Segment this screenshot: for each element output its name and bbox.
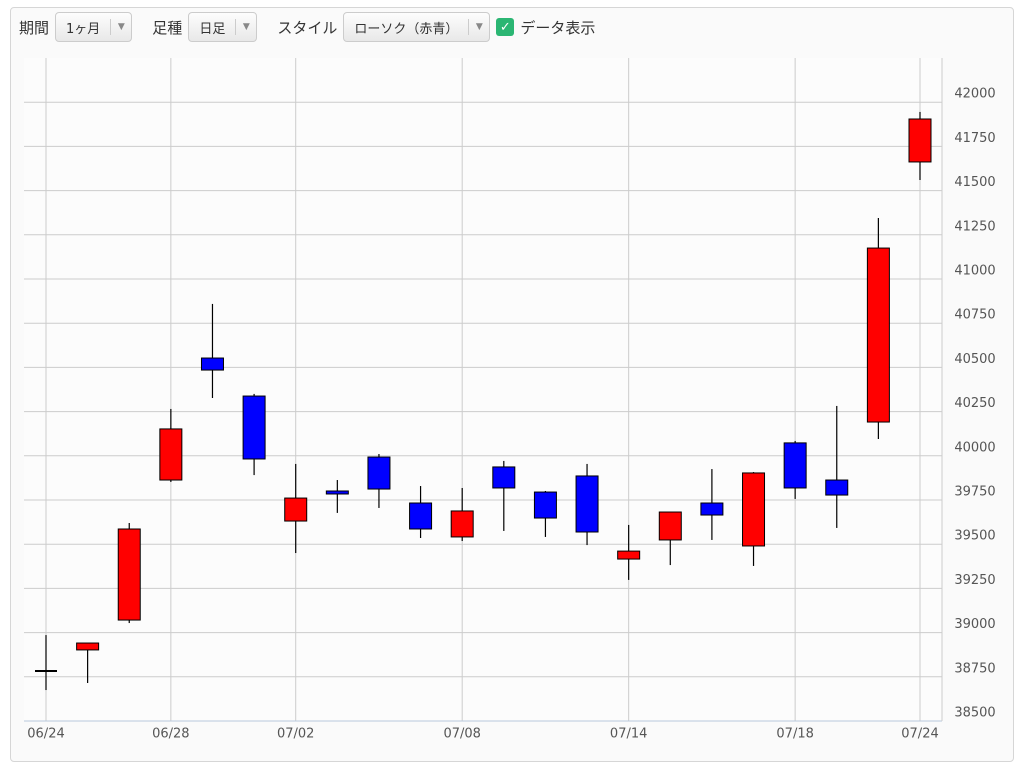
data-toggle-label: データ表示 [520, 18, 596, 37]
y-tick-label: 40500 [954, 352, 995, 367]
candle-body [409, 502, 433, 530]
style-label: スタイル [277, 18, 338, 37]
y-tick-label: 40750 [954, 308, 995, 323]
candle-body [825, 479, 849, 496]
toolbar: 期間 1ヶ月 ▼ 足種 日足 ▼ スタイル ローソク（赤青） ▼ ✓ データ表示 [11, 8, 1013, 46]
candle-body [325, 490, 349, 495]
candle-body [700, 502, 724, 516]
period-select[interactable]: 1ヶ月 ▼ [55, 12, 133, 42]
bar-label: 足種 [152, 18, 183, 37]
candle-body [908, 118, 932, 163]
style-value: ローソク（赤青） [354, 21, 459, 37]
x-tick-label: 07/18 [776, 727, 813, 742]
candle-body [159, 428, 183, 481]
candle-body [492, 466, 516, 489]
y-tick-label: 41750 [954, 131, 995, 146]
y-tick-label: 39250 [954, 573, 995, 588]
candle-body [117, 528, 141, 621]
y-tick-label: 42000 [954, 87, 995, 102]
x-tick-label: 07/08 [443, 727, 480, 742]
candle-body [450, 510, 474, 538]
candle-body [284, 497, 308, 522]
x-tick-label: 07/02 [277, 727, 314, 742]
plot-area [24, 58, 942, 721]
bar-select[interactable]: 日足 ▼ [188, 12, 258, 42]
y-tick-label: 38500 [954, 706, 995, 721]
candle-body [575, 475, 599, 533]
data-checkbox[interactable]: ✓ [496, 18, 515, 36]
candle-body [617, 550, 641, 560]
candle-body [367, 456, 391, 490]
y-tick-label: 41250 [954, 219, 995, 234]
candle-body [742, 472, 766, 547]
y-tick-label: 41500 [954, 175, 995, 190]
y-tick-label: 39500 [954, 529, 995, 544]
candle-body [76, 642, 100, 651]
y-tick-label: 39000 [954, 617, 995, 632]
period-label: 期間 [19, 18, 50, 37]
x-tick-label: 06/28 [152, 727, 189, 742]
period-value: 1ヶ月 [66, 21, 101, 37]
candle-body [866, 247, 890, 423]
y-tick-label: 38750 [954, 661, 995, 676]
x-tick-label: 07/24 [901, 727, 938, 742]
y-tick-label: 40000 [954, 440, 995, 455]
dropdown-arrow: ▼ [468, 19, 489, 35]
candle-body [533, 491, 557, 519]
candle-body [200, 357, 224, 371]
y-tick-label: 41000 [954, 264, 995, 279]
x-tick-label: 06/24 [27, 727, 64, 742]
y-tick-label: 40250 [954, 396, 995, 411]
candle-body [242, 395, 266, 460]
dropdown-arrow: ▼ [110, 19, 131, 35]
x-tick-label: 07/14 [610, 727, 647, 742]
dropdown-arrow: ▼ [235, 19, 256, 35]
bar-value: 日足 [199, 21, 226, 37]
candle-body [783, 442, 807, 489]
y-tick-label: 39750 [954, 485, 995, 500]
candle-body [658, 511, 682, 541]
style-select[interactable]: ローソク（赤青） ▼ [343, 12, 491, 42]
